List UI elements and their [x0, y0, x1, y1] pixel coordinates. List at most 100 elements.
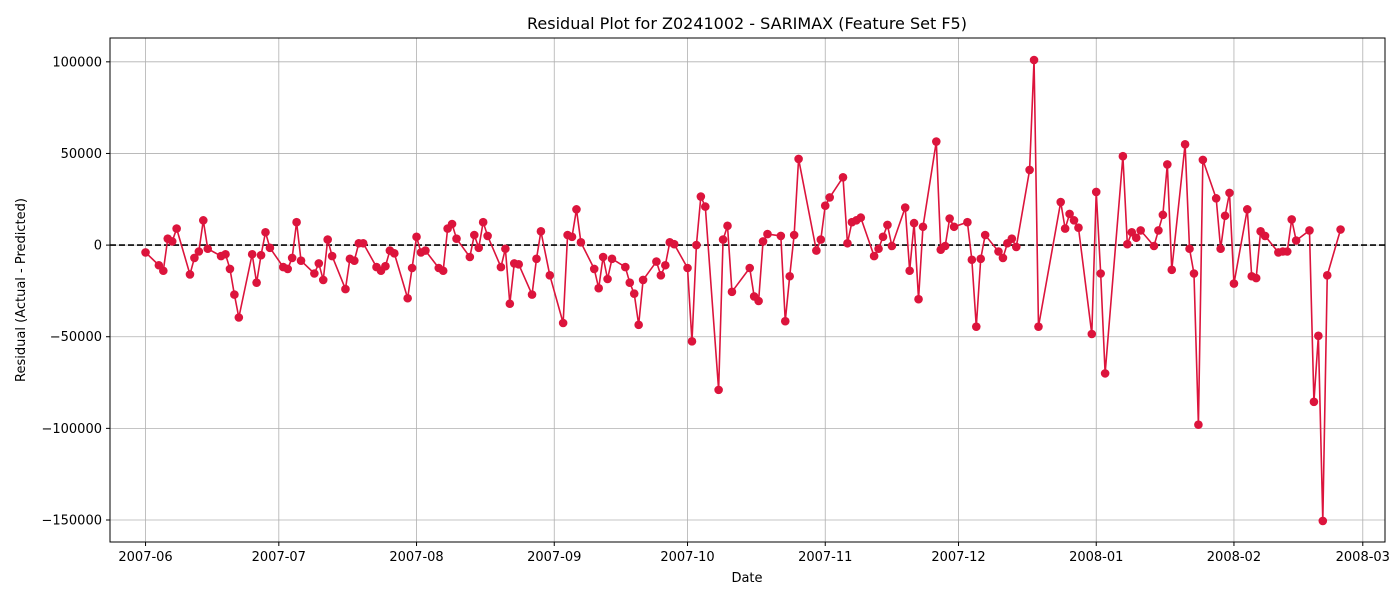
data-point — [318, 275, 328, 285]
data-point — [967, 255, 977, 265]
data-point — [692, 240, 701, 250]
x-tick-label: 2007-06 — [118, 550, 172, 565]
data-point — [412, 232, 421, 242]
data-point — [172, 224, 181, 233]
data-point — [230, 290, 239, 299]
data-point — [1251, 273, 1261, 283]
data-point — [469, 230, 479, 240]
data-point — [247, 249, 257, 259]
data-point — [869, 251, 879, 261]
data-point — [905, 266, 914, 276]
data-point — [1216, 244, 1225, 254]
y-tick-label: 100000 — [52, 55, 102, 70]
data-point — [447, 219, 457, 229]
data-point — [536, 227, 546, 236]
data-point — [327, 251, 337, 261]
data-point — [167, 237, 177, 246]
data-point — [1167, 265, 1177, 275]
data-point — [403, 293, 412, 303]
data-point — [820, 201, 830, 210]
data-point — [1029, 55, 1039, 65]
data-point — [1318, 516, 1328, 526]
data-point — [971, 322, 981, 331]
data-point — [1123, 239, 1132, 249]
data-point — [465, 252, 475, 262]
data-point — [696, 192, 706, 201]
data-point — [478, 217, 488, 227]
data-point — [763, 229, 772, 239]
data-point — [838, 172, 848, 182]
data-point — [825, 193, 834, 202]
data-point — [1211, 194, 1221, 203]
data-point — [603, 274, 612, 284]
data-point — [341, 284, 350, 294]
data-point — [594, 283, 603, 293]
data-point — [198, 216, 208, 225]
data-point — [1282, 247, 1292, 256]
data-point — [909, 218, 919, 228]
data-point — [1069, 216, 1079, 225]
data-point — [994, 247, 1003, 256]
data-point — [1158, 210, 1168, 220]
x-tick-label: 2007-07 — [252, 550, 306, 565]
x-tick-label: 2007-11 — [798, 550, 852, 565]
data-point — [652, 257, 661, 266]
data-point — [141, 248, 150, 257]
x-tick-label: 2008-01 — [1069, 550, 1123, 565]
y-tick-label: 0 — [94, 239, 102, 254]
data-point — [900, 203, 910, 212]
data-point — [780, 316, 790, 326]
data-point — [350, 256, 359, 265]
data-point — [1087, 329, 1097, 339]
data-point — [754, 296, 763, 306]
data-point — [234, 313, 244, 322]
data-point — [194, 247, 204, 256]
data-point — [1225, 188, 1234, 198]
x-tick-label: 2007-12 — [931, 550, 985, 565]
data-point — [1189, 269, 1199, 278]
data-point — [1034, 322, 1043, 331]
series-line — [144, 59, 1342, 522]
data-point — [589, 264, 599, 274]
x-tick-label: 2007-09 — [527, 550, 581, 565]
data-point — [496, 262, 506, 272]
data-point — [1198, 155, 1208, 165]
data-point — [474, 243, 484, 253]
x-axis-ticks: 2007-06 2007-07 2007-08 2007-09 2007-10 2007-… — [118, 542, 1390, 565]
data-point — [918, 222, 928, 232]
data-point — [1229, 279, 1239, 288]
data-point — [687, 337, 697, 346]
data-point — [1149, 241, 1159, 251]
data-point — [878, 232, 888, 242]
data-point — [1336, 225, 1345, 234]
data-point — [1242, 205, 1252, 214]
data-point — [1322, 271, 1332, 280]
data-point — [190, 253, 199, 263]
y-axis-label: Residual (Actual - Predicted) — [14, 198, 29, 382]
data-point — [1194, 420, 1203, 430]
data-point — [727, 287, 737, 297]
data-point — [323, 235, 332, 244]
data-point — [314, 259, 324, 268]
data-point — [1220, 211, 1230, 221]
chart-title: Residual Plot for Z0241002 - SARIMAX (Fe… — [527, 14, 967, 33]
data-point — [1163, 160, 1172, 169]
data-point — [789, 230, 799, 240]
data-point — [1025, 165, 1034, 175]
data-point — [514, 260, 524, 269]
data-point — [629, 289, 639, 298]
data-point — [745, 263, 755, 273]
data-point — [638, 275, 648, 285]
data-point — [501, 244, 510, 254]
data-point — [438, 266, 448, 276]
data-point — [1154, 226, 1163, 235]
data-point — [203, 244, 213, 254]
data-point — [390, 249, 399, 258]
data-point — [252, 278, 261, 287]
data-point — [656, 271, 666, 280]
residual-series — [141, 55, 1345, 526]
y-tick-label: −100000 — [41, 422, 102, 437]
data-point — [683, 263, 692, 273]
data-point — [776, 231, 786, 241]
data-point — [421, 246, 430, 255]
